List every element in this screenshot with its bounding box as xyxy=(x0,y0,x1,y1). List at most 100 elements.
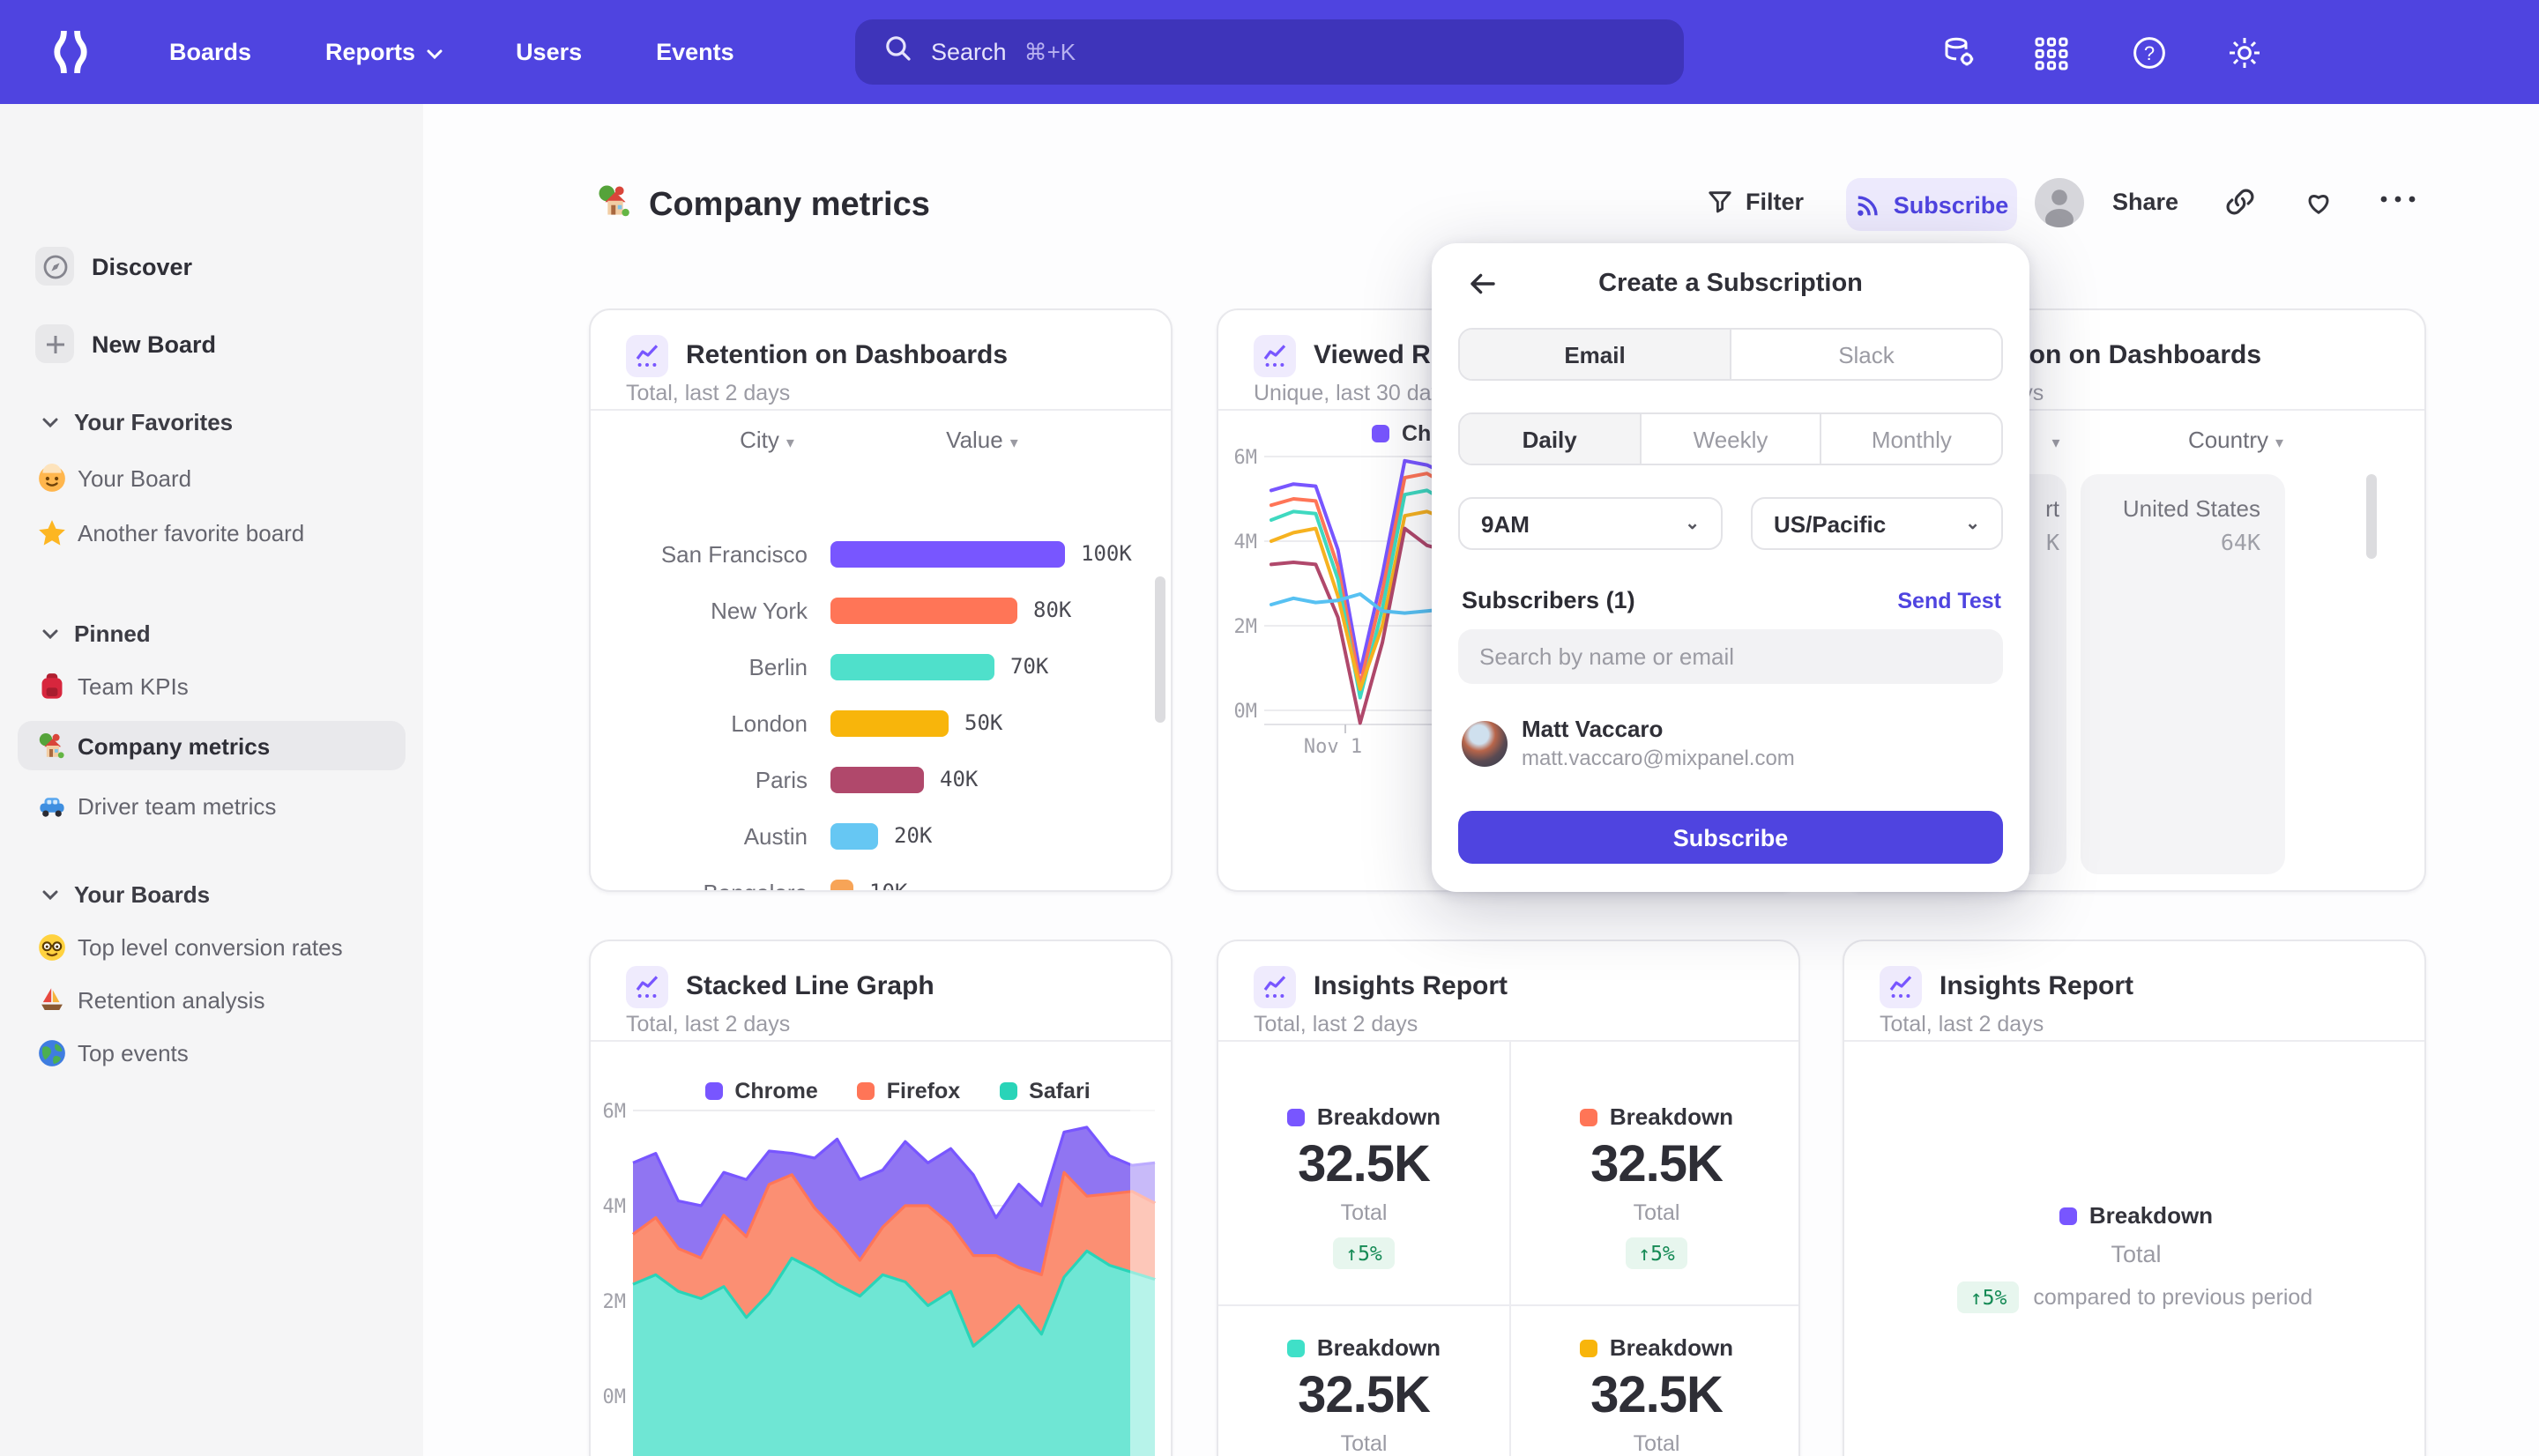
metric-tile: Breakdown Total ↑5% compared to previous… xyxy=(1957,1202,2312,1313)
more-options-icon[interactable] xyxy=(2377,190,2419,208)
svg-text:4M: 4M xyxy=(1234,531,1258,553)
tab-weekly[interactable]: Weekly xyxy=(1641,414,1822,464)
sidebar-item-label: Top level conversion rates xyxy=(78,933,343,960)
sidebar-item-retention-analysis[interactable]: Retention analysis xyxy=(0,975,423,1024)
filter-button[interactable]: Filter xyxy=(1707,189,1804,215)
breakdown-label: Breakdown xyxy=(1511,1334,1798,1361)
apps-grid-icon[interactable] xyxy=(2031,33,2070,72)
metric-sub: Total xyxy=(1340,1431,1388,1456)
tab-monthly[interactable]: Monthly xyxy=(1871,426,1952,452)
table-row[interactable]: London 50K xyxy=(591,695,1171,751)
subscribe-submit-button[interactable]: Subscribe xyxy=(1458,811,2003,864)
row-value: 50K xyxy=(964,710,1003,735)
row-label: London xyxy=(731,709,808,736)
send-test-link[interactable]: Send Test xyxy=(1897,589,2001,613)
copy-link-icon[interactable] xyxy=(2225,187,2255,217)
timezone-select[interactable]: US/Pacific ⌄ xyxy=(1751,497,2003,550)
column-header-city[interactable]: City ▾ xyxy=(740,427,794,453)
card-scrollbar[interactable] xyxy=(1155,576,1165,723)
table-row[interactable]: Bangalore 10K xyxy=(591,864,1171,892)
mixpanel-logo-icon[interactable] xyxy=(49,28,92,85)
table-row[interactable]: Austin 20K xyxy=(591,807,1171,864)
sidebar-item-discover[interactable]: Discover xyxy=(0,241,423,291)
badge-wrap: ↑5% xyxy=(1511,1237,1798,1269)
star-icon xyxy=(37,517,67,547)
sidebar-item-company-metrics[interactable]: Company metrics xyxy=(0,721,423,770)
tab-daily[interactable]: Daily xyxy=(1460,414,1642,464)
compass-icon xyxy=(35,247,74,286)
sidebar-item-your-board[interactable]: Your Board xyxy=(0,453,423,502)
report-chart-icon xyxy=(626,335,668,377)
svg-text:2M: 2M xyxy=(1234,616,1258,638)
legend-item-firefox: Firefox xyxy=(856,1079,960,1103)
svg-text:6M: 6M xyxy=(603,1101,627,1123)
settings-gear-icon[interactable] xyxy=(2225,33,2264,72)
search-input[interactable]: Search ⌘+K xyxy=(855,19,1684,85)
card-subtitle: Unique, last 30 days xyxy=(1254,381,1454,405)
nav-item-reports[interactable]: Reports xyxy=(325,39,442,65)
svg-text:?: ? xyxy=(2144,42,2155,64)
legend-item-safari: Safari xyxy=(999,1079,1091,1103)
svg-text:2M: 2M xyxy=(603,1291,627,1313)
nav-item-users[interactable]: Users xyxy=(516,39,583,65)
plus-icon xyxy=(35,324,74,363)
delta-note: compared to previous period xyxy=(2033,1285,2313,1310)
column-header-value[interactable]: Value ▾ xyxy=(946,427,1018,453)
table-row[interactable]: Paris 40K xyxy=(591,751,1171,807)
data-management-icon[interactable] xyxy=(1940,33,1978,72)
card-subtitle: Total, last 2 days xyxy=(1880,1012,2044,1036)
bar-paris xyxy=(830,766,924,792)
sidebar-item-top-level-conversion-rates[interactable]: Top level conversion rates xyxy=(0,922,423,971)
sidebar-item-another-favorite-board[interactable]: Another favorite board xyxy=(0,508,423,557)
report-chart-icon xyxy=(1880,966,1922,1008)
nerd-icon xyxy=(37,932,67,962)
legend-swatch xyxy=(704,1082,723,1100)
card-retention-dashboards: Retention on Dashboards Total, last 2 da… xyxy=(589,308,1173,892)
sidebar-item-label: Top events xyxy=(78,1039,189,1066)
column-header-hidden[interactable]: ▾ xyxy=(2051,434,2060,451)
sidebar-section-pinned[interactable]: Pinned xyxy=(0,613,423,652)
row-label: San Francisco xyxy=(660,540,808,567)
row-value: 80K xyxy=(1033,598,1072,622)
chevron-down-icon xyxy=(42,617,58,649)
tab-email[interactable]: Email xyxy=(1460,330,1731,379)
nav-item-events[interactable]: Events xyxy=(656,39,734,65)
user-avatar[interactable] xyxy=(2035,178,2084,227)
row-label: Bangalore xyxy=(703,879,808,892)
table-row[interactable]: New York 80K xyxy=(591,582,1171,638)
sidebar-item-team-kpis[interactable]: Team KPIs xyxy=(0,661,423,710)
table-row[interactable]: Berlin 70K xyxy=(591,638,1171,695)
search-icon xyxy=(883,33,913,71)
help-icon[interactable]: ? xyxy=(2130,33,2169,72)
subscriber-row[interactable]: Matt Vaccaro matt.vaccaro@mixpanel.com xyxy=(1462,716,1999,783)
subscriber-search-input[interactable] xyxy=(1458,629,2003,684)
label-text: Breakdown xyxy=(1609,1103,1734,1130)
car-icon xyxy=(37,791,67,821)
row-value: 70K xyxy=(1010,654,1049,679)
label-text: Breakdown xyxy=(1609,1334,1734,1361)
back-arrow-icon[interactable] xyxy=(1467,268,1502,303)
sidebar-section-your-favorites[interactable]: Your Favorites xyxy=(0,402,423,441)
backpack-icon xyxy=(37,671,67,701)
sidebar-item-driver-team-metrics[interactable]: Driver team metrics xyxy=(0,781,423,830)
favorite-heart-icon[interactable] xyxy=(2303,187,2334,217)
sidebar-item-new-board[interactable]: New Board xyxy=(0,319,423,368)
rss-icon xyxy=(1857,195,1878,215)
search-placeholder: Search xyxy=(931,39,1007,65)
metric-tile: Breakdown 32.5K Total ↑5% xyxy=(1218,1103,1509,1269)
card-title: Insights Report xyxy=(1314,971,1508,1001)
sidebar-section-your-boards[interactable]: Your Boards xyxy=(0,874,423,913)
column-header-country[interactable]: Country ▾ xyxy=(2187,427,2284,453)
sidebar-item-top-events[interactable]: Top events xyxy=(0,1028,423,1077)
share-button[interactable]: Share xyxy=(2112,189,2179,215)
legend-label: Chrome xyxy=(734,1079,818,1103)
label-text: Breakdown xyxy=(1316,1334,1441,1361)
nav-item-boards[interactable]: Boards xyxy=(169,39,252,65)
card-scrollbar[interactable] xyxy=(2366,474,2377,559)
section-label: Pinned xyxy=(74,620,151,646)
table-row[interactable]: San Francisco 100K xyxy=(591,525,1171,582)
subscribe-button[interactable]: Subscribe xyxy=(1846,178,2017,231)
time-select[interactable]: 9AM ⌄ xyxy=(1458,497,1723,550)
tab-slack[interactable]: Slack xyxy=(1838,341,1895,368)
